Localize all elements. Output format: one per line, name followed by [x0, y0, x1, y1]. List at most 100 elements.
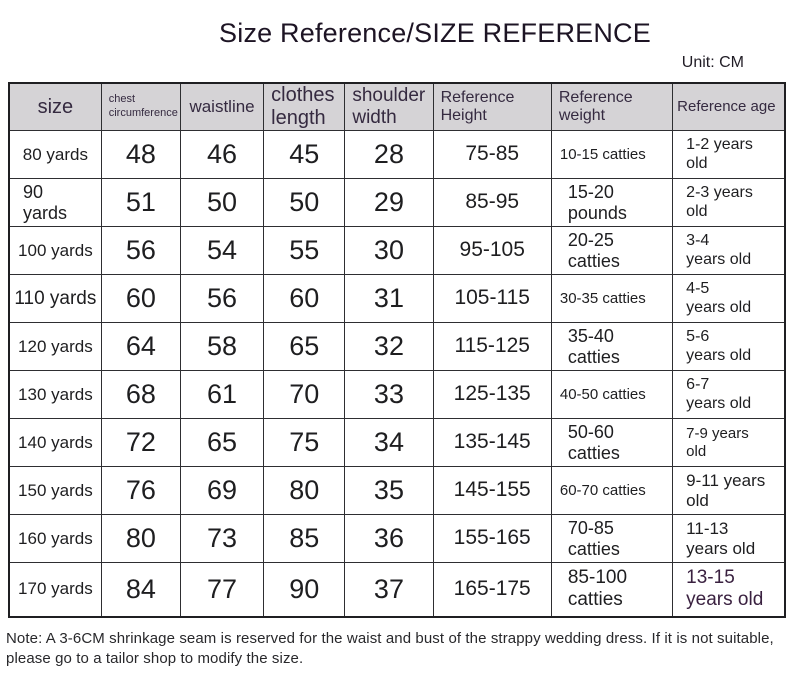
cell-waist: 61 [179, 370, 265, 419]
cell-age: 5-6 years old [672, 322, 786, 371]
cell-height: 125-135 [432, 370, 552, 419]
cell-waist: 69 [179, 466, 265, 515]
shrinkage-note: Note: A 3-6CM shrinkage seam is reserved… [6, 629, 774, 667]
table-row: 120 yards 64 58 65 32 115-125 35-40 catt… [8, 322, 786, 371]
cell-age: 2-3 years old [672, 178, 786, 227]
cell-waist: 54 [179, 226, 265, 275]
cell-length: 50 [263, 178, 346, 227]
cell-height: 115-125 [432, 322, 552, 371]
column-header-size: size [8, 82, 102, 131]
cell-size: 80 yards [8, 130, 102, 179]
cell-height: 135-145 [432, 418, 552, 467]
cell-length: 75 [263, 418, 346, 467]
page-title: Size Reference/SIZE REFERENCE [219, 18, 651, 48]
cell-waist: 50 [179, 178, 265, 227]
table-row: 160 yards 80 73 85 36 155-165 70-85 catt… [8, 514, 786, 563]
cell-length: 70 [263, 370, 346, 419]
cell-length: 60 [263, 274, 346, 323]
cell-age: 11-13 years old [672, 514, 786, 563]
cell-shoulder: 37 [344, 562, 434, 617]
cell-size: 170 yards [8, 562, 102, 617]
cell-waist: 56 [179, 274, 265, 323]
cell-weight: 30-35 catties [550, 274, 674, 323]
cell-chest: 76 [100, 466, 181, 515]
cell-weight: 85-100 catties [550, 562, 674, 617]
table-row: 100 yards 56 54 55 30 95-105 20-25 catti… [8, 226, 786, 275]
cell-height: 145-155 [432, 466, 552, 515]
cell-waist: 58 [179, 322, 265, 371]
unit-label: Unit: CM [681, 54, 744, 71]
cell-shoulder: 31 [344, 274, 434, 323]
cell-shoulder: 29 [344, 178, 434, 227]
column-header-clothes-length: clothes length [263, 82, 346, 131]
cell-waist: 65 [179, 418, 265, 467]
cell-length: 45 [263, 130, 346, 179]
cell-length: 65 [263, 322, 346, 371]
cell-weight: 60-70 catties [550, 466, 674, 515]
cell-length: 80 [263, 466, 346, 515]
cell-weight: 10-15 catties [550, 130, 674, 179]
cell-age: 6-7 years old [672, 370, 786, 419]
cell-size: 140 yards [8, 418, 102, 467]
cell-age: 9-11 years old [672, 466, 786, 515]
cell-age: 7-9 years old [672, 418, 786, 467]
cell-weight: 50-60 catties [550, 418, 674, 467]
cell-size: 90 yards [8, 178, 102, 227]
cell-chest: 68 [100, 370, 181, 419]
cell-shoulder: 28 [344, 130, 434, 179]
table-row: 90 yards 51 50 50 29 85-95 15-20 pounds … [8, 178, 786, 227]
cell-size: 160 yards [8, 514, 102, 563]
table-row: 140 yards 72 65 75 34 135-145 50-60 catt… [8, 418, 786, 467]
cell-size: 130 yards [8, 370, 102, 419]
cell-height: 165-175 [432, 562, 552, 617]
cell-shoulder: 33 [344, 370, 434, 419]
cell-shoulder: 35 [344, 466, 434, 515]
cell-length: 85 [263, 514, 346, 563]
cell-size: 150 yards [8, 466, 102, 515]
cell-weight: 40-50 catties [550, 370, 674, 419]
column-header-waistline: waistline [179, 82, 265, 131]
cell-length: 55 [263, 226, 346, 275]
cell-shoulder: 30 [344, 226, 434, 275]
cell-chest: 72 [100, 418, 181, 467]
cell-age: 13-15 years old [672, 562, 786, 617]
cell-size: 110 yards [8, 274, 102, 323]
cell-length: 90 [263, 562, 346, 617]
cell-waist: 46 [179, 130, 265, 179]
cell-height: 95-105 [432, 226, 552, 275]
cell-chest: 64 [100, 322, 181, 371]
cell-chest: 51 [100, 178, 181, 227]
cell-chest: 80 [100, 514, 181, 563]
table-row: 130 yards 68 61 70 33 125-135 40-50 catt… [8, 370, 786, 419]
cell-height: 85-95 [432, 178, 552, 227]
cell-size: 120 yards [8, 322, 102, 371]
cell-weight: 35-40 catties [550, 322, 674, 371]
cell-chest: 60 [100, 274, 181, 323]
cell-chest: 84 [100, 562, 181, 617]
table-row: 80 yards 48 46 45 28 75-85 10-15 catties… [8, 130, 786, 179]
cell-chest: 48 [100, 130, 181, 179]
table-row: 170 yards 84 77 90 37 165-175 85-100 cat… [8, 562, 786, 617]
column-header-reference-age: Reference age [672, 82, 786, 131]
cell-age: 3-4 years old [672, 226, 786, 275]
cell-height: 105-115 [432, 274, 552, 323]
cell-shoulder: 34 [344, 418, 434, 467]
cell-age: 4-5 years old [672, 274, 786, 323]
cell-height: 75-85 [432, 130, 552, 179]
cell-shoulder: 36 [344, 514, 434, 563]
column-header-reference-height: Reference Height [432, 82, 552, 131]
cell-size: 100 yards [8, 226, 102, 275]
cell-height: 155-165 [432, 514, 552, 563]
column-header-chest: chest circumference [100, 82, 181, 131]
cell-weight: 20-25 catties [550, 226, 674, 275]
table-header-row: size chest circumference waistline cloth… [8, 82, 786, 131]
cell-age: 1-2 years old [672, 130, 786, 179]
column-header-reference-weight: Reference weight [550, 82, 674, 131]
table-row: 110 yards 60 56 60 31 105-115 30-35 catt… [8, 274, 786, 323]
cell-chest: 56 [100, 226, 181, 275]
size-reference-table: size chest circumference waistline cloth… [8, 82, 786, 618]
cell-weight: 70-85 catties [550, 514, 674, 563]
cell-shoulder: 32 [344, 322, 434, 371]
cell-weight: 15-20 pounds [550, 178, 674, 227]
